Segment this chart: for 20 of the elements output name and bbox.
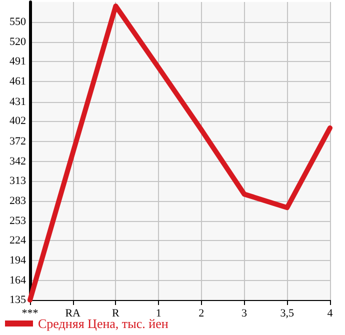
y-tick-label: 313 bbox=[10, 174, 26, 187]
y-tick-label: 194 bbox=[10, 254, 26, 266]
x-tick-label: 4 bbox=[327, 308, 334, 320]
x-tick-label: *** bbox=[22, 308, 38, 320]
y-tick-label: 520 bbox=[10, 36, 26, 48]
x-tick-label: 3,5 bbox=[280, 308, 295, 320]
x-tick-label: 3 bbox=[242, 308, 248, 320]
y-tick-label: 491 bbox=[10, 56, 26, 68]
y-tick-label: 550 bbox=[10, 16, 26, 28]
y-tick-label: 224 bbox=[10, 234, 26, 246]
x-tick-label: 2 bbox=[198, 308, 204, 320]
y-tick-label: 431 bbox=[10, 96, 26, 108]
y-tick-label: 164 bbox=[10, 274, 26, 287]
y-tick-label: 402 bbox=[10, 115, 26, 128]
y-tick-label: 372 bbox=[10, 135, 26, 148]
y-tick-label: 135 bbox=[10, 294, 26, 306]
y-tick-label: 342 bbox=[10, 155, 26, 168]
y-tick-label: 461 bbox=[10, 76, 26, 88]
y-tick-label: 283 bbox=[10, 194, 26, 207]
y-tick-label: 253 bbox=[10, 214, 26, 227]
